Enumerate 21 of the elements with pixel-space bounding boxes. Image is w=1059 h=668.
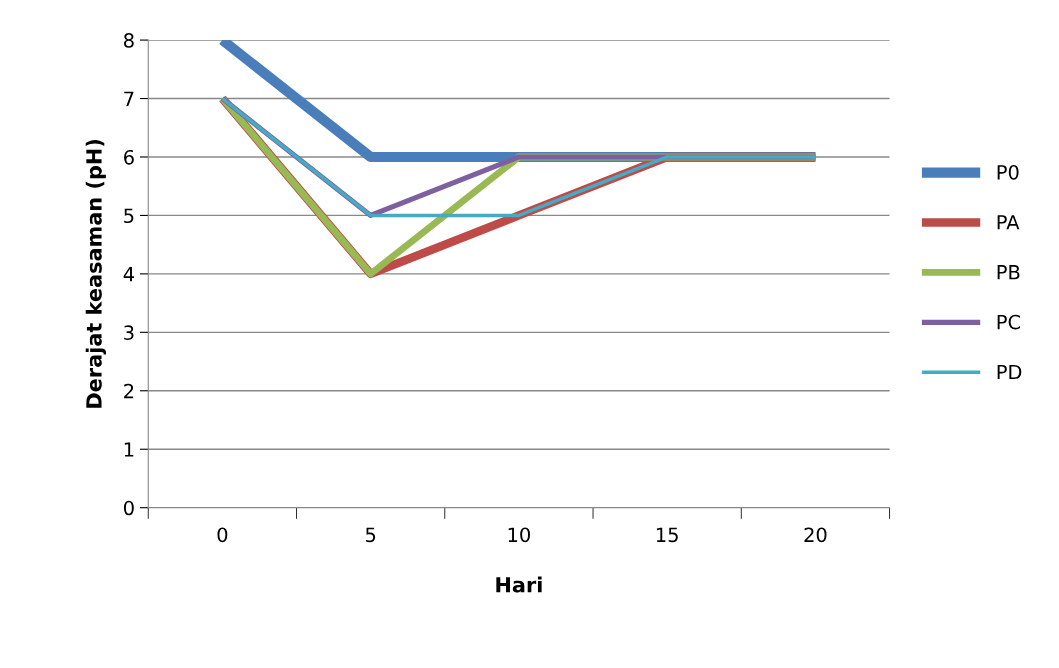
- legend-label: PC: [997, 314, 1021, 330]
- y-tick-label: 0: [123, 500, 134, 516]
- y-tick-label: 1: [124, 442, 134, 457]
- y-tick-label: 6: [124, 149, 134, 165]
- legend-label: P0: [997, 164, 1019, 180]
- x-tick-label: 20: [804, 527, 827, 543]
- x-tick-label: 0: [217, 527, 228, 543]
- y-axis-title: Derajat keasaman (pH): [85, 139, 107, 408]
- legend-label: PB: [997, 265, 1020, 280]
- x-tick-label: 15: [656, 527, 678, 543]
- legend-label: PA: [997, 215, 1020, 230]
- x-tick-label: 10: [508, 527, 530, 543]
- y-tick-label: 5: [124, 208, 134, 224]
- x-tick-label: 5: [365, 527, 376, 543]
- x-axis-title: Hari: [496, 576, 542, 593]
- y-tick-label: 3: [124, 325, 134, 340]
- y-tick-label: 8: [124, 33, 134, 48]
- y-tick-label: 4: [123, 267, 134, 282]
- legend-label: PD: [997, 364, 1022, 380]
- y-tick-label: 7: [124, 91, 134, 106]
- y-tick-label: 2: [124, 383, 134, 399]
